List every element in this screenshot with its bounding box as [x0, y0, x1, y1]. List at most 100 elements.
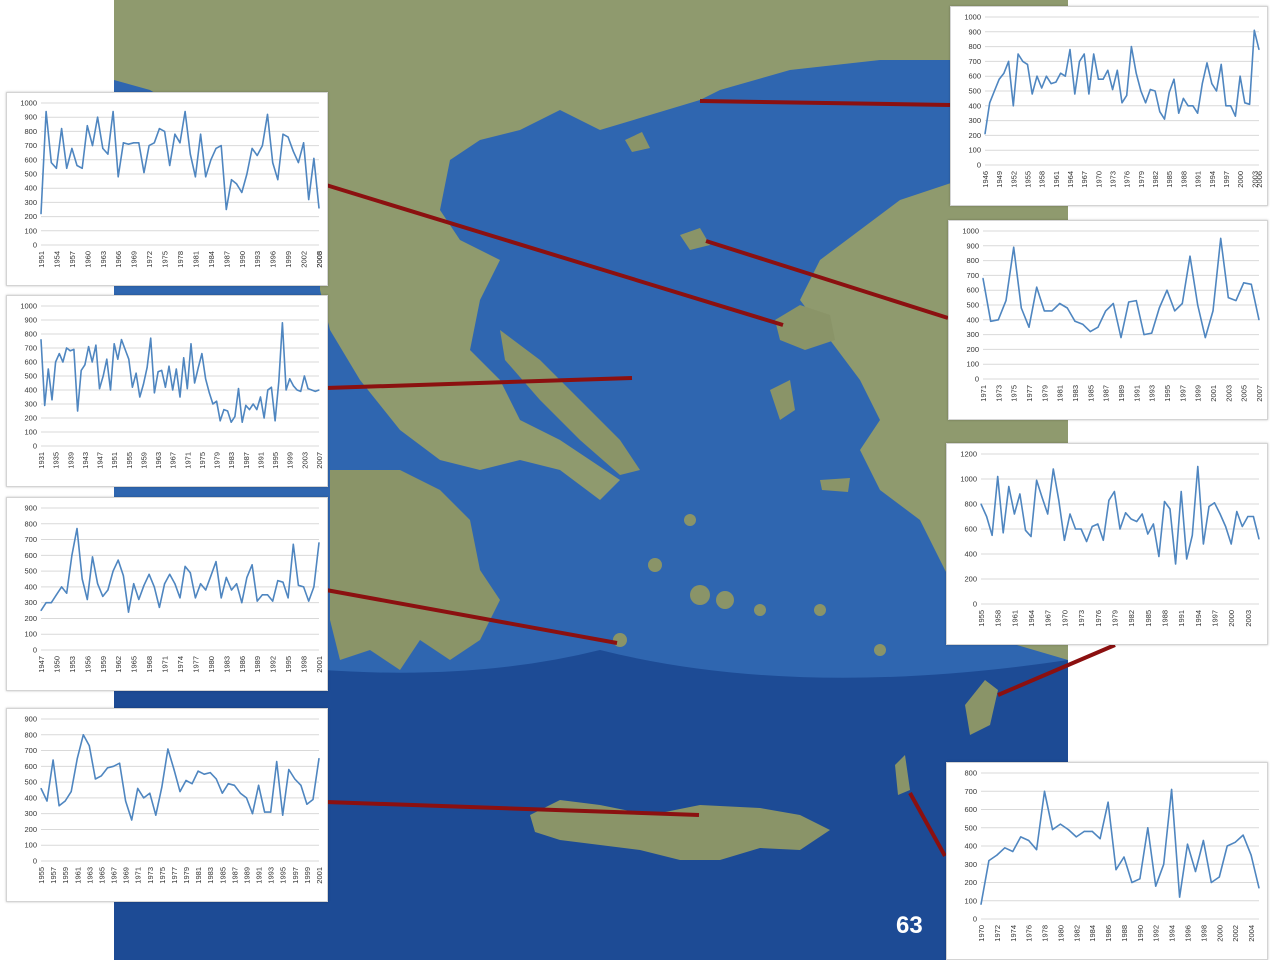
data-point	[302, 142, 305, 144]
data-point	[58, 805, 60, 807]
data-point	[127, 611, 130, 613]
data-point	[1130, 518, 1132, 520]
data-point	[1031, 93, 1033, 95]
x-tick-label: 1957	[49, 867, 58, 884]
data-point	[1219, 513, 1221, 515]
x-tick-label: 1984	[207, 251, 216, 268]
data-point	[220, 597, 222, 599]
data-point	[76, 757, 78, 760]
x-tick-label: 1969	[122, 867, 131, 884]
data-point	[215, 561, 217, 563]
island-cyclades-8	[874, 644, 886, 656]
data-point	[40, 787, 42, 790]
y-tick-label: 400	[24, 793, 37, 802]
y-tick-label: 200	[964, 878, 977, 887]
data-point	[1173, 78, 1175, 80]
x-tick-label: 1955	[37, 867, 46, 884]
y-tick-label: 800	[968, 42, 981, 51]
data-point	[1210, 881, 1212, 884]
island-karpathos	[895, 755, 910, 795]
data-point	[107, 589, 109, 591]
data-point	[318, 207, 320, 209]
data-point	[1041, 87, 1043, 89]
y-tick-label: 300	[966, 330, 979, 339]
x-tick-label: 1990	[238, 251, 247, 268]
x-tick-label: 1975	[1010, 385, 1019, 402]
y-tick-label: 400	[968, 101, 981, 110]
data-point	[197, 770, 199, 772]
data-point	[1136, 520, 1138, 523]
island-cyclades-5	[754, 604, 766, 616]
data-point	[993, 90, 996, 92]
data-point	[1201, 83, 1203, 85]
data-point	[982, 277, 984, 279]
x-tick-label: 1991	[255, 867, 264, 884]
data-point	[47, 368, 49, 370]
data-point	[1166, 289, 1168, 291]
data-point	[52, 759, 54, 761]
data-point	[128, 358, 130, 360]
data-point	[282, 581, 284, 583]
island-crete	[530, 800, 830, 860]
data-point	[91, 556, 94, 558]
data-point	[146, 367, 148, 369]
y-tick-label: 100	[966, 360, 979, 369]
data-point	[1082, 323, 1084, 325]
y-tick-label: 600	[24, 155, 37, 164]
y-tick-label: 100	[964, 896, 977, 905]
x-tick-label: 2008	[315, 251, 324, 268]
data-point	[1083, 830, 1085, 832]
data-point	[1250, 854, 1252, 856]
data-point	[1204, 336, 1206, 339]
data-point	[1013, 513, 1015, 515]
data-point	[1113, 490, 1116, 493]
data-point	[1091, 830, 1093, 832]
data-point	[980, 503, 982, 505]
data-point	[1140, 90, 1142, 92]
connector-1947-2001	[325, 588, 618, 645]
y-tick-label: 300	[24, 598, 37, 607]
x-tick-label: 1967	[1080, 171, 1089, 188]
y-tick-label: 400	[964, 550, 977, 559]
data-point	[1215, 90, 1218, 92]
x-tick-label: 1950	[52, 656, 61, 673]
chart-panel-1931-2007: 0 100 200 300 400 500 600 700 800 900 1000 1931 1935…	[6, 295, 328, 487]
data-point	[1145, 102, 1147, 104]
data-point	[236, 583, 238, 585]
x-tick-label: 1997	[1222, 171, 1231, 188]
data-point	[91, 361, 93, 363]
island-cyclades-6	[684, 514, 696, 526]
data-point	[117, 559, 119, 561]
y-tick-label: 600	[24, 358, 37, 367]
data-point	[102, 595, 104, 597]
data-point	[1051, 828, 1054, 831]
data-point	[282, 133, 284, 135]
data-point	[989, 102, 991, 104]
data-point	[312, 798, 314, 801]
data-point	[184, 110, 186, 113]
island-rhodes	[965, 680, 998, 735]
data-point	[1102, 539, 1104, 541]
x-tick-label: 2004	[1247, 925, 1256, 942]
data-point	[215, 778, 217, 780]
x-tick-label: 1969	[130, 251, 139, 268]
data-point	[1155, 885, 1157, 887]
data-point	[107, 153, 109, 155]
x-tick-label: 1995	[279, 867, 288, 884]
data-point	[60, 127, 63, 130]
data-point	[210, 575, 212, 577]
data-point	[1102, 78, 1104, 80]
y-tick-label: 0	[973, 600, 977, 609]
chart-panel-1955-2005: 0 200 400 600 800 1000 1200 1955 1958 1961 1964 196…	[946, 443, 1268, 645]
series-line	[984, 29, 1260, 135]
data-point	[172, 389, 174, 391]
data-point	[1097, 326, 1099, 328]
x-tick-label: 1952	[1009, 171, 1018, 188]
data-point	[251, 564, 253, 566]
data-point	[153, 392, 155, 394]
data-point	[248, 409, 251, 411]
data-point	[118, 762, 121, 764]
data-point	[314, 390, 316, 392]
data-point	[1002, 532, 1004, 534]
y-tick-label: 300	[24, 400, 37, 409]
